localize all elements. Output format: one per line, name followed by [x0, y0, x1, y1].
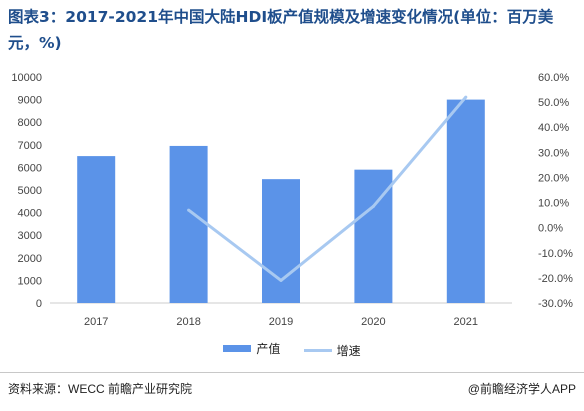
- left-tick-label: 8000: [18, 117, 42, 129]
- right-tick-label: 0.0%: [538, 223, 563, 235]
- footer-divider: [0, 372, 584, 373]
- growth-point-2018: [187, 208, 191, 212]
- right-tick-label: 50.0%: [538, 97, 569, 109]
- bar-swatch-icon: [223, 345, 252, 352]
- left-tick-label: 6000: [18, 162, 42, 174]
- growth-point-2019: [279, 278, 283, 282]
- legend-line-label: 增速: [336, 344, 361, 358]
- bar-2021: [446, 99, 485, 303]
- left-tick-label: 0: [36, 298, 42, 310]
- left-tick-label: 4000: [18, 208, 42, 220]
- source-text: 资料来源：WECC 前瞻产业研究院: [8, 382, 192, 396]
- growth-line: [187, 96, 467, 282]
- growth-point-2021: [464, 95, 468, 99]
- right-tick-label: 20.0%: [538, 172, 569, 184]
- x-tick-label: 2021: [454, 316, 478, 328]
- right-axis-ticks: 60.0% 50.0% 40.0% 30.0% 20.0% 10.0% 0.0% -10.0%…: [538, 72, 573, 310]
- chart-title: 图表3：2017-2021年中国大陆HDI板产值规模及增速变化情况(单位：百万美…: [8, 8, 554, 52]
- x-tick-label: 2018: [176, 316, 200, 328]
- brand-text: @前瞻经济学人APP: [467, 382, 576, 396]
- legend-bar-label: 产值: [256, 342, 281, 356]
- x-axis-labels: 2017 2018 2019 2020 2021: [84, 316, 478, 328]
- x-tick-label: 2019: [269, 316, 293, 328]
- right-tick-label: 10.0%: [538, 198, 569, 210]
- right-tick-label: 30.0%: [538, 147, 569, 159]
- legend-item-bar: 产值: [223, 340, 280, 357]
- left-tick-label: 10000: [11, 72, 42, 84]
- x-tick-label: 2017: [84, 316, 108, 328]
- right-tick-label: 40.0%: [538, 122, 569, 134]
- bar-2018: [169, 145, 208, 303]
- right-tick-label: 60.0%: [538, 72, 569, 84]
- left-tick-label: 7000: [18, 140, 42, 152]
- right-tick-label: -10.0%: [538, 248, 573, 260]
- left-tick-label: 1000: [18, 275, 42, 287]
- bar-2017: [77, 156, 116, 303]
- right-tick-label: -20.0%: [538, 273, 573, 285]
- bar-series: [77, 99, 485, 303]
- left-tick-label: 3000: [18, 230, 42, 242]
- legend: 产值 增速: [0, 340, 584, 359]
- chart-area: 1000090008000700060005000400030002000100…: [11, 72, 573, 328]
- legend-item-line: 增速: [303, 342, 361, 359]
- left-axis-ticks: 1000090008000700060005000400030002000100…: [11, 72, 42, 310]
- growth-point-2020: [371, 204, 375, 208]
- left-tick-label: 9000: [18, 95, 42, 107]
- right-tick-label: -30.0%: [538, 298, 573, 310]
- left-tick-label: 5000: [18, 185, 42, 197]
- bar-2019: [262, 179, 300, 303]
- line-series: [187, 95, 468, 282]
- x-tick-label: 2020: [361, 316, 385, 328]
- left-tick-label: 2000: [18, 253, 42, 265]
- line-swatch-icon: [303, 349, 332, 352]
